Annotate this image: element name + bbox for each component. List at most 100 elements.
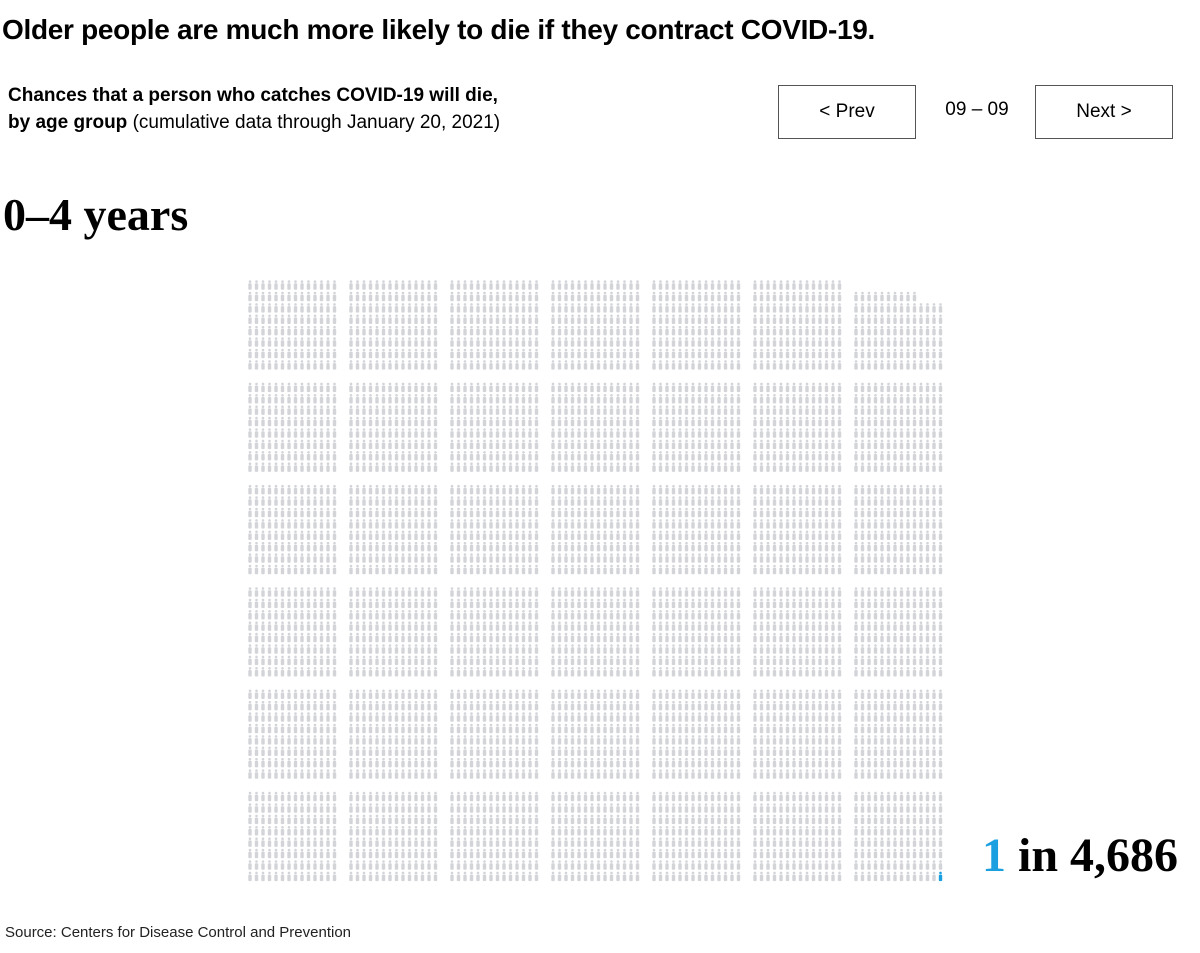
person-icon xyxy=(368,587,373,597)
person-icon xyxy=(798,848,803,859)
person-icon xyxy=(736,314,741,324)
person-icon xyxy=(261,826,265,836)
person-icon xyxy=(368,303,373,313)
person-icon xyxy=(450,303,454,313)
person-icon xyxy=(267,564,272,575)
person-icon xyxy=(652,428,656,438)
person-icon xyxy=(753,791,757,802)
person-icon xyxy=(300,541,304,552)
person-icon xyxy=(899,644,904,654)
person-icon xyxy=(495,769,500,779)
person-icon xyxy=(710,587,715,597)
person-icon xyxy=(401,848,405,859)
person-icon xyxy=(521,496,526,506)
person-icon xyxy=(684,746,689,756)
person-icon xyxy=(671,803,676,813)
person-icon xyxy=(274,700,278,711)
next-button[interactable]: Next > xyxy=(1035,85,1173,139)
person-icon xyxy=(854,814,858,825)
person-icon xyxy=(873,598,878,609)
person-icon xyxy=(508,291,513,302)
person-icon xyxy=(332,519,337,529)
person-icon xyxy=(671,837,676,847)
person-icon xyxy=(401,541,405,552)
person-icon xyxy=(521,757,526,768)
person-icon xyxy=(450,848,454,859)
person-icon xyxy=(609,280,614,290)
person-icon xyxy=(590,280,594,290)
person-icon xyxy=(629,598,633,609)
person-icon xyxy=(622,644,627,654)
person-icon xyxy=(534,325,539,336)
person-icon xyxy=(906,428,910,438)
person-icon xyxy=(691,871,695,882)
person-icon xyxy=(730,655,734,666)
person-icon xyxy=(293,791,298,802)
person-icon xyxy=(381,700,386,711)
person-icon xyxy=(616,598,620,609)
person-icon xyxy=(420,314,425,324)
person-icon xyxy=(280,564,285,575)
person-icon xyxy=(248,530,252,540)
person-icon xyxy=(528,610,532,620)
person-icon xyxy=(854,644,858,654)
person-icon xyxy=(691,360,695,370)
prev-button[interactable]: < Prev xyxy=(778,85,916,139)
person-icon xyxy=(261,746,265,756)
person-icon xyxy=(495,394,500,404)
person-icon xyxy=(476,314,480,324)
person-icon xyxy=(906,871,910,882)
person-icon xyxy=(469,837,474,847)
person-icon xyxy=(551,382,555,393)
person-icon xyxy=(450,325,454,336)
person-icon xyxy=(583,519,588,529)
person-icon xyxy=(489,700,493,711)
person-icon xyxy=(635,303,640,313)
person-icon xyxy=(678,462,682,472)
person-icon xyxy=(407,655,412,666)
person-icon xyxy=(671,667,676,677)
person-icon xyxy=(704,507,708,518)
person-icon xyxy=(629,655,633,666)
person-icon xyxy=(267,655,272,666)
person-icon xyxy=(502,405,506,415)
person-icon xyxy=(811,314,816,324)
person-icon xyxy=(938,723,943,734)
person-icon xyxy=(306,860,311,870)
person-icon xyxy=(635,814,640,825)
person-icon xyxy=(326,803,330,813)
person-icon xyxy=(248,700,252,711)
person-icon xyxy=(779,439,783,450)
person-icon xyxy=(753,462,757,472)
person-icon xyxy=(723,439,728,450)
person-icon xyxy=(482,519,487,529)
person-icon xyxy=(489,837,493,847)
person-icon xyxy=(779,451,783,461)
person-icon xyxy=(508,360,513,370)
person-icon xyxy=(684,723,689,734)
person-icon xyxy=(772,280,777,290)
person-icon xyxy=(736,394,741,404)
person-icon xyxy=(427,746,431,756)
person-icon xyxy=(730,621,734,631)
person-icon xyxy=(502,667,506,677)
person-icon xyxy=(893,712,897,722)
person-icon xyxy=(906,314,910,324)
person-icon xyxy=(482,814,487,825)
person-icon xyxy=(287,337,291,347)
person-icon xyxy=(867,803,871,813)
person-icon xyxy=(772,484,777,495)
person-icon xyxy=(824,814,829,825)
person-icon xyxy=(717,598,721,609)
person-icon xyxy=(831,746,835,756)
person-icon xyxy=(368,735,373,745)
person-icon xyxy=(401,689,405,699)
person-icon xyxy=(502,610,506,620)
person-icon xyxy=(759,689,764,699)
person-icon xyxy=(381,735,386,745)
person-icon xyxy=(583,348,588,359)
person-icon xyxy=(893,325,897,336)
person-icon xyxy=(596,291,601,302)
person-icon xyxy=(736,769,741,779)
person-icon xyxy=(362,848,366,859)
